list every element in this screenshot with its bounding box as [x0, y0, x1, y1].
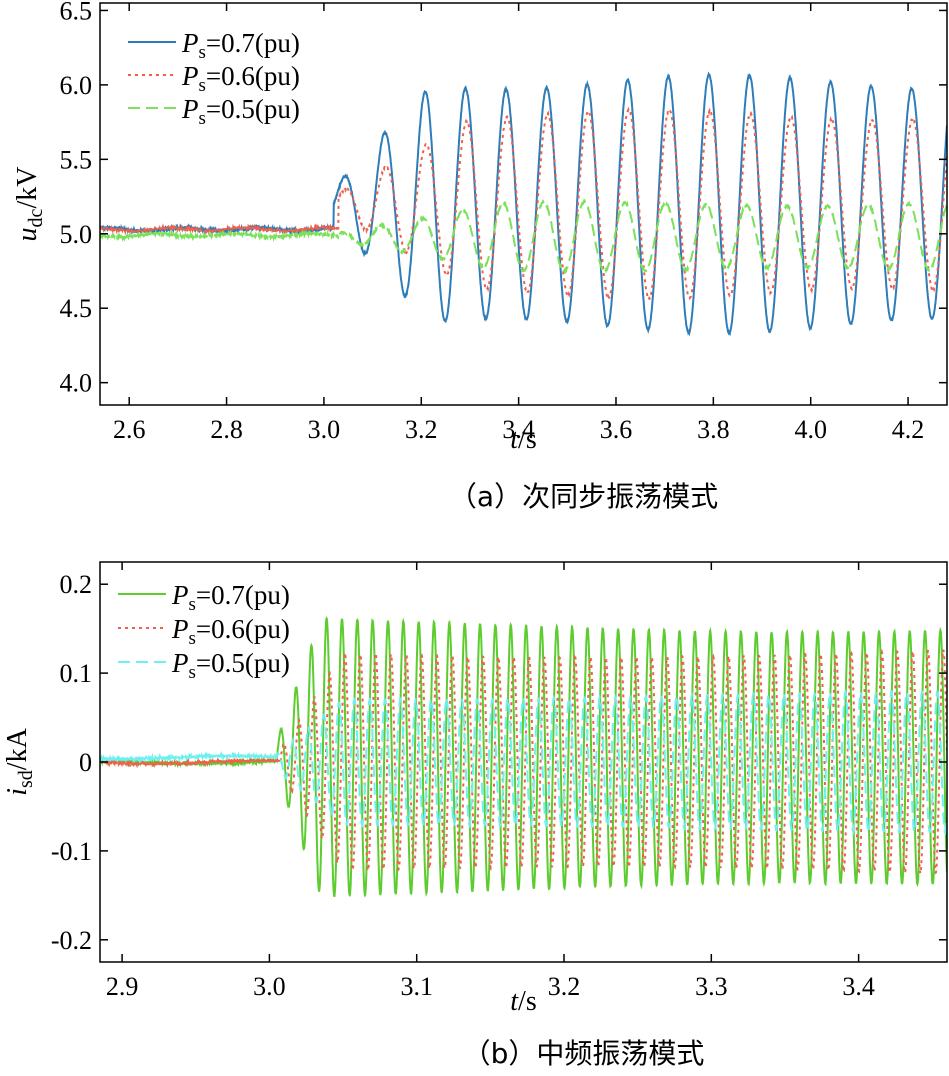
legend-rest: =0.5(pu) — [196, 648, 290, 678]
plot-area-a — [100, 71, 947, 337]
legend-entry: Ps=0.5(pu) — [171, 648, 290, 683]
legend-var: P — [171, 614, 189, 644]
x-tick-label: 2.6 — [113, 415, 146, 444]
y-axis-label: isd/kA — [2, 727, 37, 795]
x-tick-label: 3.4 — [842, 972, 875, 1001]
x-tick-label: 3.8 — [697, 415, 730, 444]
legend-sub: s — [189, 594, 196, 615]
legend-var: P — [181, 61, 199, 91]
y-axis-label-sub: sd — [15, 770, 37, 788]
y-tick-label: 5.0 — [60, 220, 93, 249]
legend-sub: s — [199, 42, 206, 63]
legend-rest: =0.6(pu) — [206, 61, 300, 91]
legend-entry: Ps=0.6(pu) — [171, 614, 290, 649]
y-tick-label: 4.5 — [60, 294, 93, 323]
x-axis-label: t/s — [510, 424, 536, 455]
x-tick-label: 2.9 — [106, 972, 139, 1001]
x-tick-label: 3.2 — [548, 972, 581, 1001]
series-line-a-2 — [100, 198, 947, 276]
series-line-b-1 — [100, 647, 947, 875]
y-tick-label: -0.2 — [51, 926, 92, 955]
y-axis-label-var: i — [2, 788, 33, 796]
legend-entry: Ps=0.7(pu) — [181, 28, 300, 63]
y-tick-label: 0.2 — [60, 570, 93, 599]
legend-var: P — [181, 28, 199, 58]
legend-sub: s — [189, 662, 196, 683]
x-tick-label: 3.3 — [695, 972, 728, 1001]
plot-frame-a — [99, 2, 948, 406]
x-tick-label: 2.8 — [210, 415, 243, 444]
x-axis-label-var: t — [510, 424, 519, 455]
y-tick-label: 5.5 — [60, 145, 93, 174]
y-axis-label-sub: dc — [25, 208, 47, 227]
y-tick-label: 4.0 — [60, 369, 93, 398]
legend-rest: =0.5(pu) — [206, 94, 300, 124]
x-tick-label: 4.0 — [794, 415, 827, 444]
x-tick-label: 3.0 — [308, 415, 341, 444]
x-tick-label: 3.0 — [253, 972, 286, 1001]
y-tick-label: -0.1 — [51, 837, 92, 866]
legend-sub: s — [199, 108, 206, 129]
x-tick-label: 4.2 — [892, 415, 925, 444]
y-axis-label-unit: /kV — [12, 167, 43, 209]
x-axis-label-var: t — [510, 986, 519, 1017]
legend-entry: Ps=0.5(pu) — [181, 94, 300, 129]
legend-var: P — [171, 648, 189, 678]
chart-caption: （a）次同步振荡模式 — [449, 480, 718, 513]
legend-var: P — [181, 94, 199, 124]
y-axis-label-var: u — [12, 227, 43, 241]
series-line-b-2 — [100, 689, 947, 836]
legend-sub: s — [189, 628, 196, 649]
x-tick-label: 3.6 — [600, 415, 633, 444]
y-tick-label: 6.5 — [60, 0, 93, 25]
chart-a: 2.6 2.8 3.0 3.2 3.4 3.6 3.8 4.0 4.2 4.0 4.5 5.0 5.5 6… — [12, 0, 948, 513]
y-tick-label: 0.1 — [60, 659, 93, 688]
legend-var: P — [171, 580, 189, 610]
legend-rest: =0.6(pu) — [196, 614, 290, 644]
x-axis-label-unit: /s — [518, 986, 537, 1017]
y-axis-label-unit: /kA — [2, 727, 33, 770]
y-axis-label: udc/kV — [12, 167, 47, 242]
legend-entry: Ps=0.6(pu) — [181, 61, 300, 96]
legend-rest: =0.7(pu) — [196, 580, 290, 610]
legend-entry: Ps=0.7(pu) — [171, 580, 290, 615]
y-tick-label: 6.0 — [60, 71, 93, 100]
plot-area-b — [100, 616, 947, 898]
x-tick-label: 3.2 — [405, 415, 438, 444]
x-axis-label: t/s — [510, 986, 536, 1017]
legend-rest: =0.7(pu) — [206, 28, 300, 58]
series-line-a-1 — [100, 106, 947, 302]
chart-caption: （b）中频振荡模式 — [463, 1037, 705, 1070]
y-tick-label: 0 — [79, 748, 92, 777]
x-tick-label: 3.1 — [400, 972, 433, 1001]
legend-sub: s — [199, 75, 206, 96]
chart-b: 2.9 3.0 3.1 3.2 3.3 3.4-0.2-0.100.10.2t/sisd/… — [2, 561, 948, 1070]
x-tick-label: 3.4 — [502, 415, 535, 444]
x-axis-label-unit: /s — [518, 424, 537, 455]
